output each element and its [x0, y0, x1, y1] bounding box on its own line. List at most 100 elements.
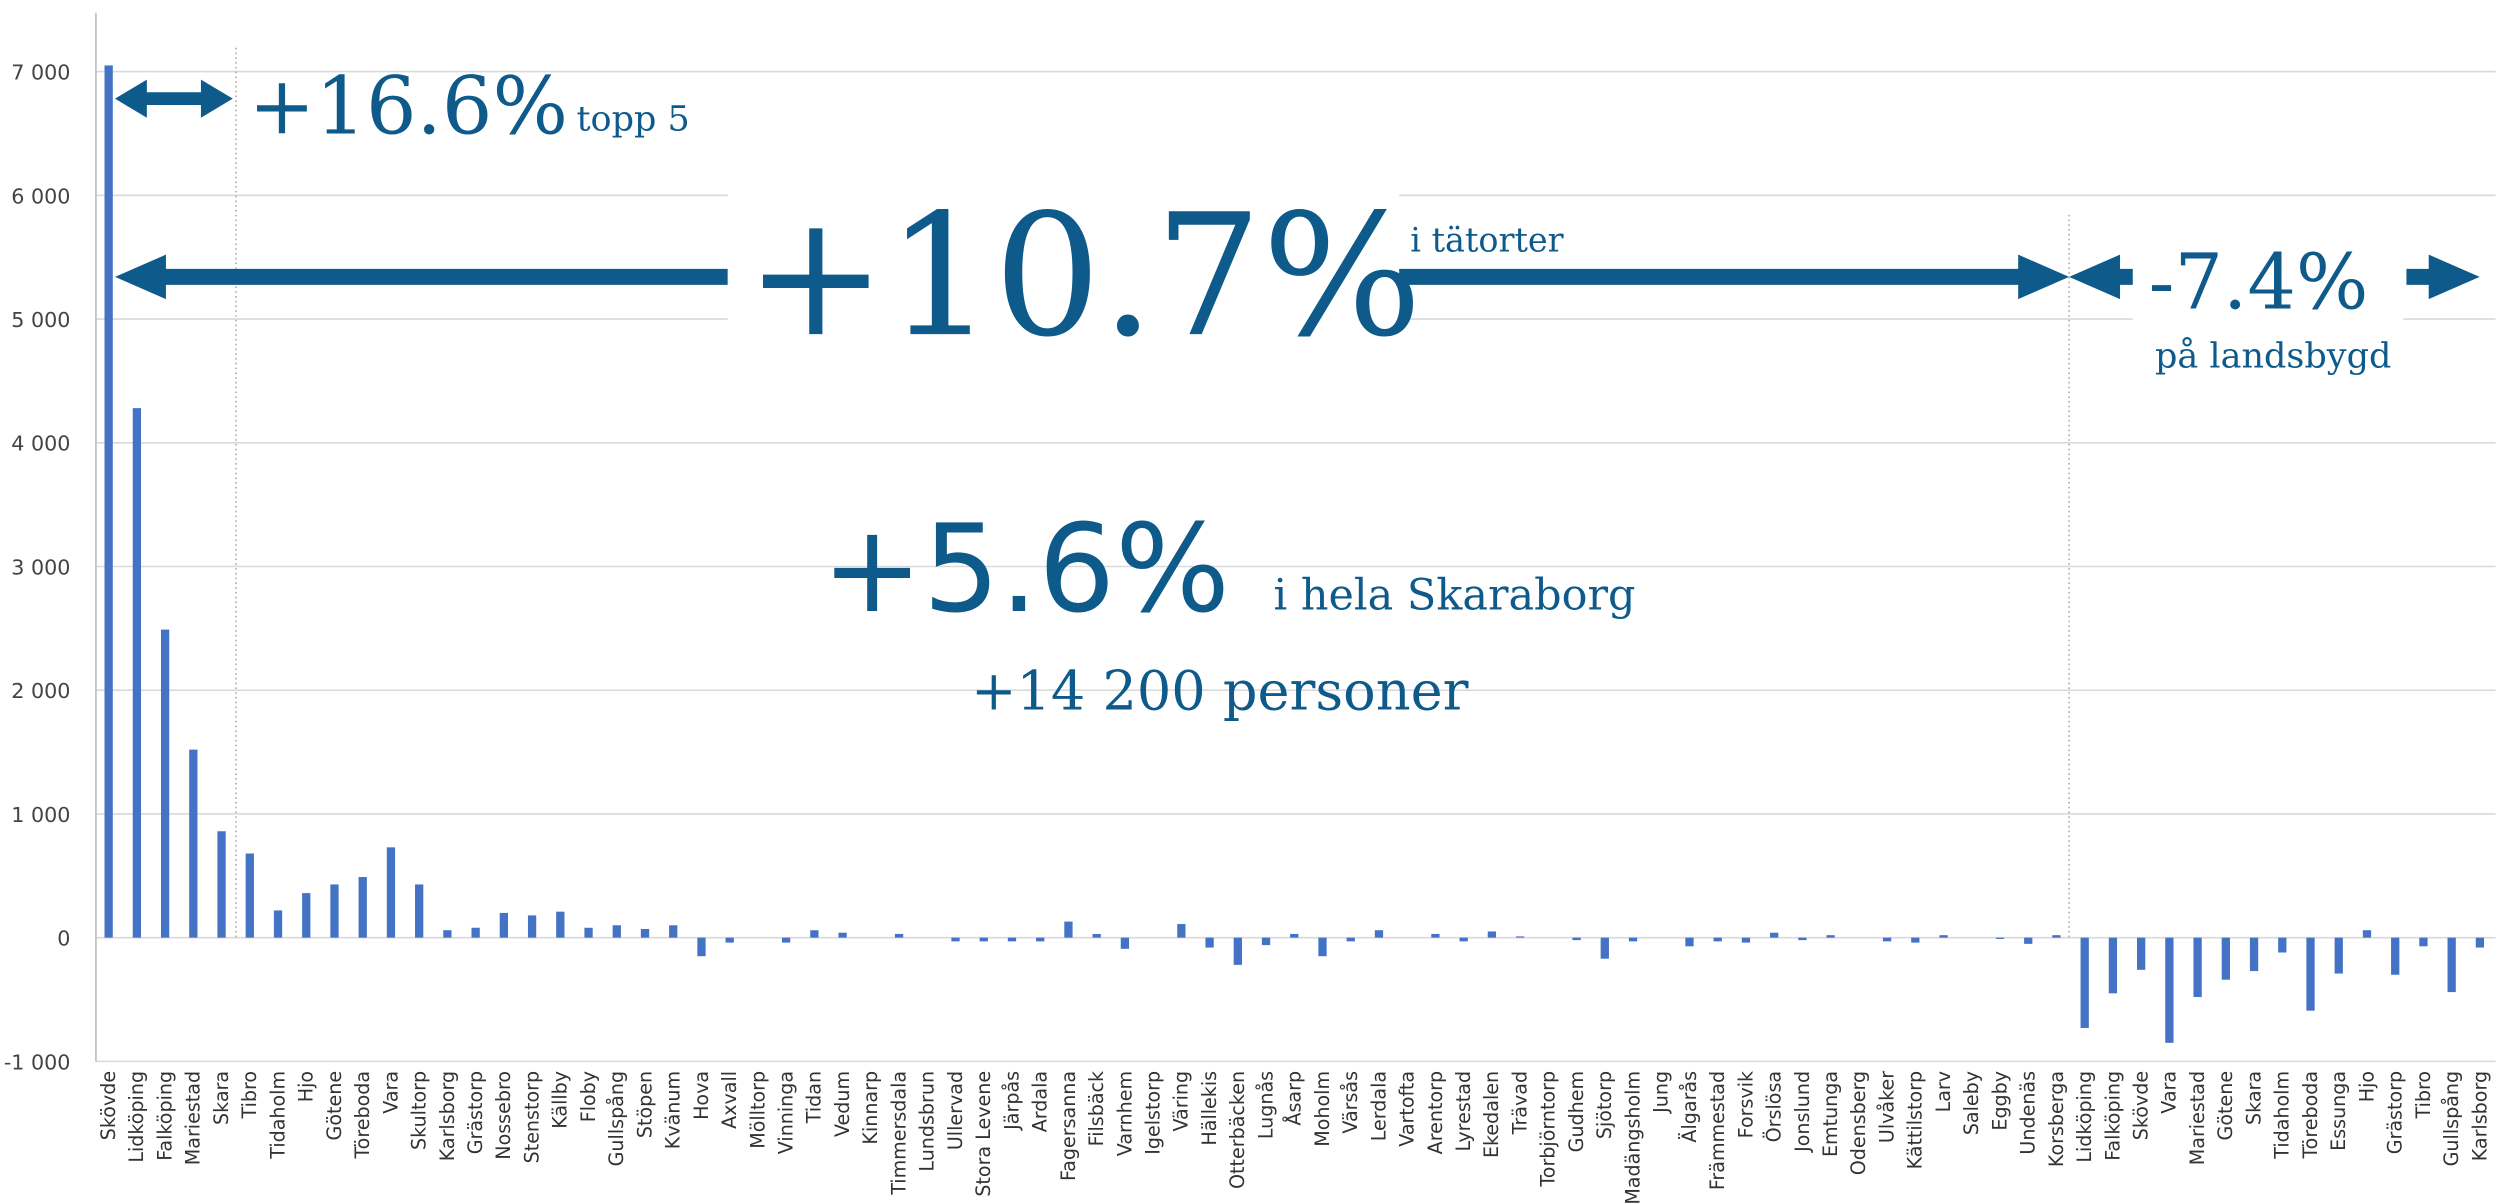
bar — [2249, 937, 2259, 972]
x-tick-label: Stenstorp — [520, 1071, 543, 1163]
bar — [584, 927, 593, 938]
bar — [2306, 937, 2315, 1011]
x-tick-label: Igelstorp — [1141, 1071, 1164, 1155]
x-tick-label: Väring — [1170, 1071, 1193, 1132]
x-tick-label: Tibro — [238, 1071, 261, 1120]
x-tick-label: Trävad — [1508, 1071, 1531, 1135]
bar — [2278, 937, 2287, 953]
x-tick-label: Lyrestad — [1452, 1071, 1475, 1152]
bar — [104, 65, 113, 938]
bar — [1233, 937, 1242, 965]
bar — [1290, 933, 1299, 938]
bar — [2193, 937, 2202, 998]
top5-pct: +16.6% — [249, 60, 568, 153]
total-label: i hela Skaraborg — [1273, 570, 1635, 620]
x-tick-label: Ullervad — [944, 1071, 967, 1150]
bar — [2391, 937, 2400, 975]
x-tick-label: Mölltorp — [746, 1071, 769, 1149]
y-tick-label: -1 000 — [4, 1050, 71, 1074]
bar — [1882, 937, 1892, 942]
x-tick-label: Karlsborg — [2468, 1071, 2491, 1161]
bar — [330, 884, 339, 938]
x-tick-label: Kinnarp — [859, 1071, 882, 1145]
bar — [669, 925, 678, 938]
x-tick-label: Nossebro — [492, 1071, 515, 1160]
bar — [273, 910, 283, 938]
bar — [1600, 937, 1609, 959]
x-tick-label: Mariestad — [182, 1071, 205, 1165]
x-tick-label: Skara — [210, 1071, 233, 1125]
x-tick-label: Kvänum — [662, 1071, 685, 1149]
x-tick-label: Älgarås — [1678, 1071, 1701, 1143]
x-tick-label: Forsvik — [1734, 1071, 1757, 1138]
bar — [2108, 937, 2118, 994]
x-tick-label: Källby — [549, 1071, 572, 1129]
bar — [979, 937, 988, 942]
bar — [1007, 937, 1017, 942]
x-tick-label: Götene — [323, 1071, 346, 1141]
x-tick-label: Eggby — [1988, 1071, 2011, 1131]
rural-label: på landsbygd — [2155, 336, 2391, 377]
bar — [894, 933, 904, 938]
bar — [1459, 937, 1468, 942]
urban-pct: +10.7% — [745, 177, 1422, 374]
bar — [160, 629, 170, 938]
bar — [2221, 937, 2230, 980]
x-tick-label: Hova — [690, 1071, 713, 1120]
bar — [1036, 937, 1045, 942]
arrow — [2406, 254, 2480, 300]
bar — [1064, 921, 1073, 938]
x-tick-label: Floby — [577, 1071, 600, 1122]
x-tick-label: Stora Levene — [972, 1071, 995, 1197]
bar — [2137, 937, 2146, 970]
bar — [1713, 937, 1722, 942]
bar — [1939, 935, 1948, 938]
x-tick-label: Ekedalen — [1480, 1071, 1503, 1158]
y-tick-label: 3 000 — [11, 555, 70, 579]
x-tick-label: Örslösa — [1763, 1071, 1786, 1142]
x-tick-label: Töreboda — [2299, 1071, 2322, 1160]
x-tick-label: Timmersdala — [887, 1071, 910, 1196]
x-tick-label: Lidköping — [125, 1071, 148, 1163]
y-tick-label: 4 000 — [11, 432, 70, 456]
bar — [1092, 933, 1101, 938]
bar — [245, 853, 254, 938]
bar — [358, 877, 367, 938]
x-tick-label: Hjo — [2355, 1071, 2378, 1102]
bar — [1685, 937, 1694, 947]
x-tick-label: Stöpen — [633, 1071, 656, 1138]
x-tick-label: Gullspång — [605, 1071, 628, 1166]
bar — [1346, 937, 1355, 942]
x-tick-label: Töreboda — [351, 1071, 374, 1160]
bar — [2475, 937, 2485, 948]
annotations: +16.6% topp 5 +10.7% i tätorter -7.4% på… — [115, 60, 2480, 723]
x-tick-label: Lugnås — [1254, 1071, 1277, 1139]
bar — [2165, 937, 2174, 1043]
x-tick-label: Vara — [379, 1071, 402, 1114]
x-tick-label: Gullspång — [2440, 1071, 2463, 1166]
bar — [1487, 931, 1497, 938]
bar — [2362, 930, 2372, 938]
bar — [2052, 935, 2061, 938]
bar — [1515, 936, 1525, 938]
x-tick-label: Lidköping — [2073, 1071, 2096, 1163]
bar — [810, 930, 819, 938]
bar — [951, 937, 960, 942]
bar — [1826, 935, 1835, 938]
y-tick-label: 2 000 — [11, 679, 70, 703]
bar — [556, 911, 565, 938]
bar — [527, 915, 537, 938]
arrow — [2069, 254, 2133, 300]
bar — [443, 930, 452, 938]
arrow — [1399, 254, 2070, 300]
bar — [415, 884, 424, 938]
bar — [1995, 937, 2005, 939]
x-tick-label: Saleby — [1960, 1071, 1983, 1135]
bar — [725, 937, 734, 943]
bar — [612, 925, 621, 938]
x-tick-label: Arentorp — [1424, 1071, 1447, 1154]
x-tick-label: Götene — [2214, 1071, 2237, 1141]
urban-label: i tätorter — [1410, 220, 1563, 259]
x-tick-label: Korsberga — [2045, 1071, 2068, 1167]
bar — [640, 928, 650, 938]
